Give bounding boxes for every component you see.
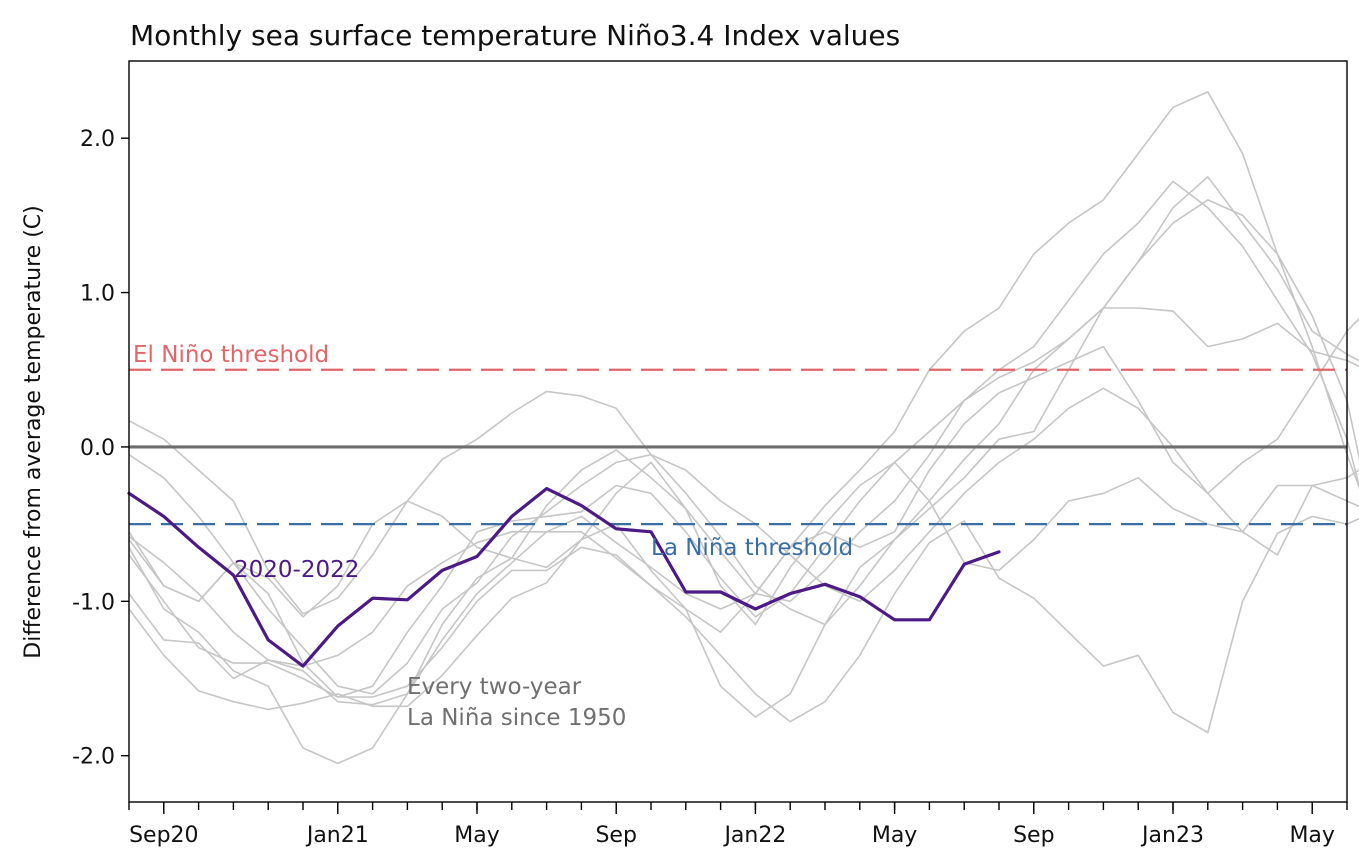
y-tick-label: -2.0 — [72, 745, 115, 770]
x-tick-label: Sep20 — [129, 823, 198, 848]
highlight-series-group — [127, 487, 1001, 668]
y-tick-label: 0.0 — [80, 436, 115, 461]
highlight-series-line — [127, 487, 1001, 668]
y-tick-label: 1.0 — [80, 282, 115, 307]
x-tick-label: May — [1289, 823, 1334, 848]
background-series-line-6 — [128, 176, 1359, 718]
x-tick-label: May — [872, 823, 917, 848]
background-series-line-5 — [128, 515, 1359, 734]
background-series-line-8 — [128, 461, 1359, 765]
plot-frame — [128, 60, 1348, 803]
x-tick-label: Jan21 — [305, 823, 369, 848]
x-axis: Sep20 Jan21 May Sep Jan22 May Sep Jan23 May — [128, 802, 1348, 848]
background-series-label-line1: Every two-year — [407, 674, 582, 700]
x-tick-label: Jan22 — [722, 823, 786, 848]
x-tick-label: Sep — [595, 823, 636, 848]
background-series-line-4 — [128, 180, 1359, 698]
background-series-label-line2: La Niña since 1950 — [407, 705, 626, 731]
chart-title: Monthly sea surface temperature Niño3.4 … — [130, 19, 900, 52]
x-tick-label: Sep — [1013, 823, 1054, 848]
y-tick-label: 2.0 — [80, 127, 115, 152]
y-axis-label: Difference from average temperature (C) — [21, 205, 46, 658]
y-tick-label: -1.0 — [72, 590, 115, 615]
y-axis: 2.0 1.0 0.0 -1.0 -2.0 — [72, 127, 129, 770]
threshold-lines-group — [129, 368, 1347, 526]
el-nino-threshold-label: El Niño threshold — [133, 342, 329, 368]
la-nina-threshold-label: La Niña threshold — [651, 535, 853, 561]
x-tick-label: May — [454, 823, 499, 848]
highlight-series-label: 2020-2022 — [234, 557, 359, 583]
background-series-line-9 — [128, 91, 1359, 667]
background-series-group — [128, 91, 1359, 765]
background-series-line-1 — [128, 307, 1359, 626]
x-tick-label: Jan23 — [1140, 823, 1204, 848]
